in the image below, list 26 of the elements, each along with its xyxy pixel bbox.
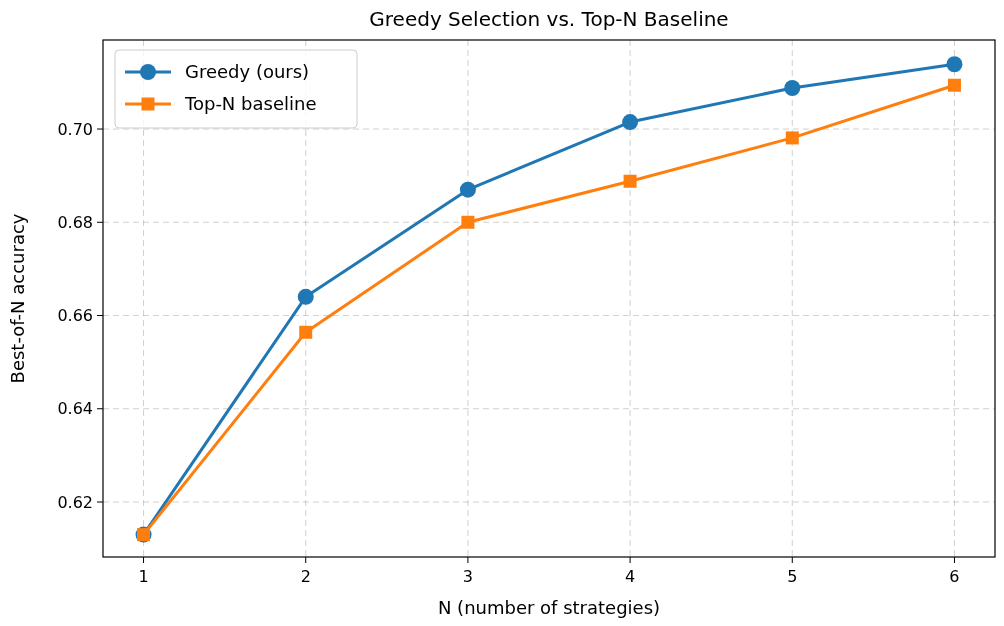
point (785, 131, 799, 145)
legend-label: Greedy (ours) (185, 61, 310, 83)
point (947, 78, 961, 92)
y-tick-label: 0.64 (57, 399, 93, 419)
y-tick-label: 0.62 (57, 492, 93, 512)
legend-label: Top-N baseline (184, 93, 317, 115)
point (623, 174, 637, 188)
point (784, 80, 801, 97)
x-axis-title: N (number of strategies) (437, 597, 661, 618)
x-tick-label: 1 (138, 567, 149, 586)
y-tick-label: 0.66 (57, 306, 93, 326)
point (461, 215, 475, 229)
x-tick-label: 5 (787, 567, 798, 586)
point (459, 181, 476, 198)
x-tick-label: 3 (462, 567, 473, 586)
x-tick-label: 4 (625, 567, 636, 586)
point (946, 56, 963, 73)
x-tick-label: 6 (949, 567, 960, 586)
y-tick-label: 0.68 (57, 212, 93, 232)
point (622, 114, 639, 131)
x-tick-label: 2 (300, 567, 311, 586)
point (299, 325, 313, 339)
y-tick-label: 0.70 (57, 119, 93, 139)
point (297, 288, 314, 305)
chart-title: Greedy Selection vs. Top-N Baseline (369, 7, 729, 31)
y-axis-title: Best-of-N accuracy (7, 213, 28, 384)
